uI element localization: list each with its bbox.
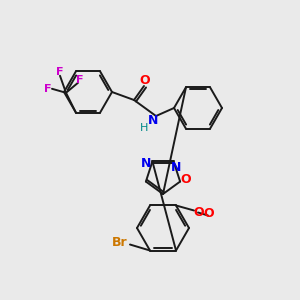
- Text: F: F: [76, 75, 84, 85]
- Text: F: F: [56, 67, 64, 77]
- Text: N: N: [141, 157, 152, 170]
- Text: O: O: [181, 173, 191, 186]
- Text: O: O: [140, 74, 150, 88]
- Text: N: N: [170, 161, 181, 174]
- Text: Br: Br: [112, 236, 128, 249]
- Text: N: N: [148, 115, 158, 128]
- Text: F: F: [44, 84, 52, 94]
- Text: O: O: [194, 206, 204, 219]
- Text: O: O: [204, 207, 214, 220]
- Text: H: H: [140, 123, 148, 133]
